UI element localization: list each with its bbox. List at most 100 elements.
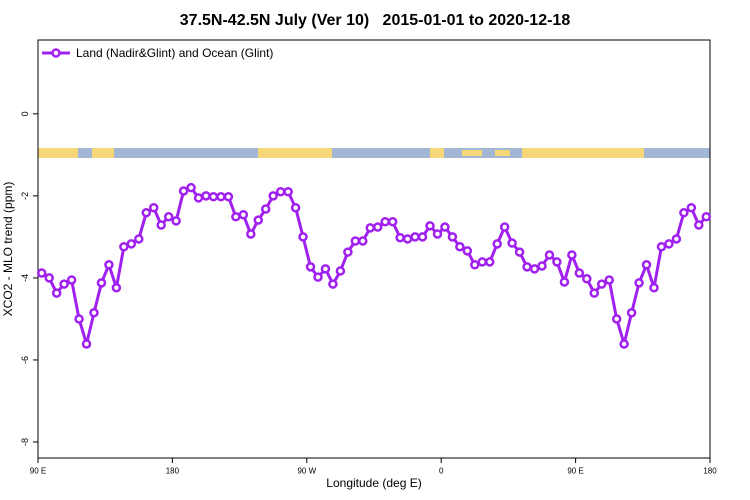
data-point [51,288,62,298]
data-point [544,250,555,260]
data-point [44,273,54,283]
x-tick-label: 180 [703,467,717,476]
data-point [208,191,219,202]
data-point [126,239,137,249]
data-point [679,207,689,218]
data-point [141,207,152,218]
data-point [447,232,458,242]
data-point [335,266,346,276]
y-tick-label: -6 [20,356,30,364]
data-point [81,339,92,349]
data-point [634,278,644,288]
data-point [260,204,271,214]
x-tick-label: 90 E [30,467,46,476]
data-point [343,247,353,257]
y-tick-label: 0 [20,111,30,116]
data-point [656,241,667,252]
data-point [529,264,540,274]
data-point [283,187,293,197]
data-point [499,222,510,232]
data-point [492,239,502,249]
x-axis-label: Longitude (deg E) [326,476,421,490]
data-point [365,223,376,233]
data-point [178,186,189,196]
x-tick-label: 180 [166,467,180,476]
data-point [223,191,234,202]
data-point [417,232,428,242]
data-point [66,275,77,285]
x-tick-label: 90 E [567,467,583,476]
data-point [596,279,607,289]
data-point [402,234,413,244]
data-point [350,236,361,246]
data-point [641,260,652,270]
data-point [455,241,465,252]
data-point [111,283,122,293]
data-point [626,308,637,318]
data-point [74,314,84,324]
data-point [186,182,196,193]
data-point [522,262,532,272]
y-tick-label: -2 [20,192,30,200]
data-point [216,191,226,202]
data-point [380,216,390,227]
data-point [36,268,47,278]
data-point [305,262,316,272]
data-point [537,261,547,271]
data-point [619,339,629,349]
data-point [387,216,398,227]
data-point [313,272,323,282]
x-tick-label: 0 [439,467,444,476]
data-point [171,216,181,226]
data-point [440,222,450,232]
data-point [163,212,174,222]
data-point [134,234,144,244]
data-point [410,232,420,242]
data-point [275,187,286,197]
plot-frame [37,39,711,459]
chart-title: 37.5N-42.5N July (Ver 10) 2015-01-01 to … [180,12,571,29]
data-point [290,203,301,213]
data-point [664,239,674,249]
data-point [477,257,488,267]
x-tick-label: 90 W [297,467,316,476]
data-point [59,279,69,289]
data-point [268,191,278,201]
data-point [582,273,592,284]
y-tick-label: -8 [20,438,30,446]
data-point [358,236,368,246]
data-point [238,209,249,220]
data-point [604,275,614,285]
data-point [395,232,405,243]
data-point [611,314,622,324]
data-point [649,283,659,293]
data-point [470,260,480,270]
data-point [694,220,704,230]
data-point [119,241,129,252]
data-point [372,222,383,232]
data-point [89,308,99,318]
data-point [425,221,435,231]
data-point [484,257,495,267]
data-point [574,268,585,278]
data-point [298,232,308,242]
data-point [589,288,600,298]
legend-label: Land (Nadir&Glint) and Ocean (Glint) [76,46,273,60]
legend-marker [51,48,61,58]
data-point [96,278,107,288]
data-point [156,220,166,230]
data-point [507,238,517,248]
data-point [559,277,570,287]
data-point [671,234,682,244]
y-tick-label: -4 [20,274,30,282]
data-point [552,257,562,267]
data-point [462,246,473,256]
data-point [514,247,525,257]
data-point [231,212,241,222]
data-point [104,260,114,270]
data-point [328,279,338,289]
data-point [246,229,256,239]
data-point [148,203,159,213]
